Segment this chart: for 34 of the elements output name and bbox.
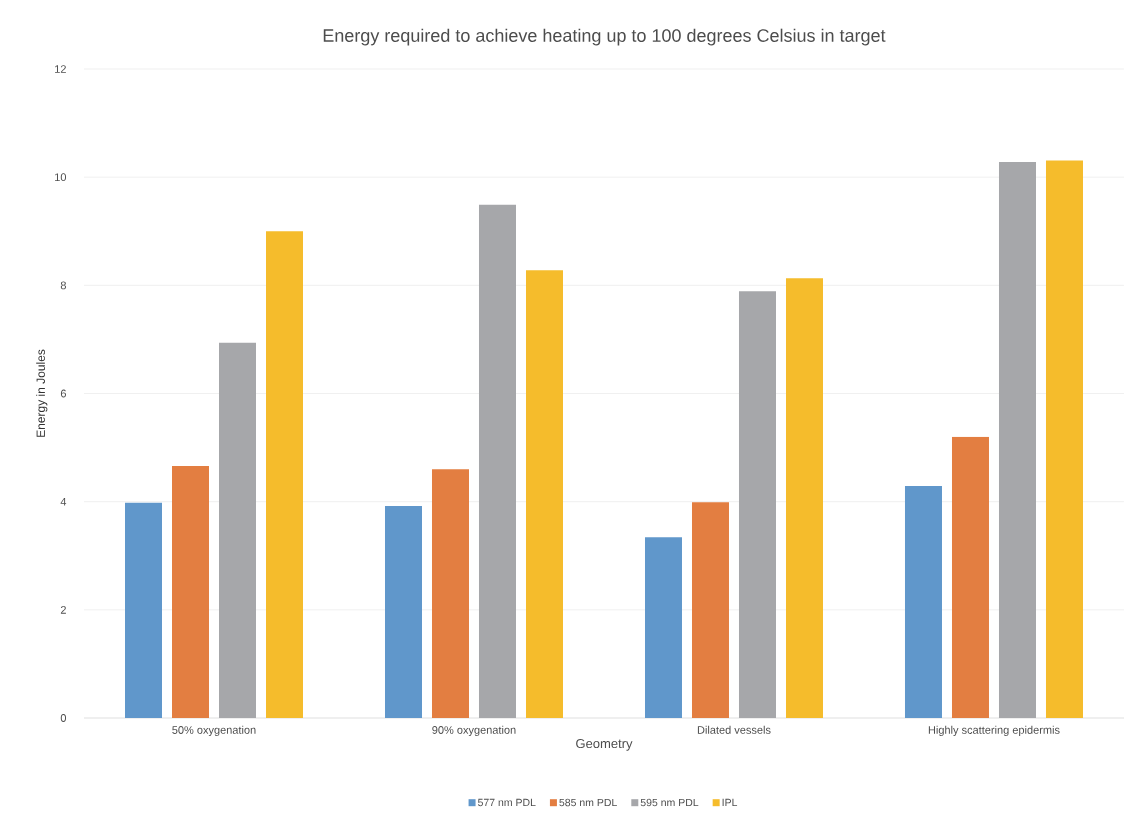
bar (266, 231, 303, 718)
y-axis-title: Energy in Joules (36, 349, 48, 437)
legend-label: 577 nm PDL (477, 798, 536, 807)
y-tick-label: 10 (55, 173, 67, 182)
bar (998, 162, 1036, 718)
bar (219, 342, 256, 718)
bar (904, 485, 942, 718)
y-tick-label: 4 (60, 497, 67, 506)
bar (951, 436, 989, 718)
bar (1045, 160, 1083, 718)
bar (644, 537, 682, 718)
bar (385, 505, 422, 718)
x-tick-label: Dilated vessels (697, 725, 771, 734)
x-axis-title: Geometry (576, 738, 633, 751)
bar (785, 278, 823, 718)
bar (479, 204, 516, 718)
bar (691, 502, 729, 718)
bar (432, 469, 469, 718)
x-tick-label: 50% oxygenation (172, 725, 256, 737)
bar (738, 291, 776, 718)
x-tick-label: 90% oxygenation (432, 725, 516, 737)
bar (172, 465, 209, 718)
y-tick-label: 2 (60, 606, 66, 614)
legend-label: 585 nm PDL (559, 798, 617, 807)
y-tick-label: 6 (60, 389, 66, 398)
chart-title: Energy required to achieve heating up to 100 degrees Celsius in target (323, 28, 886, 46)
bar (125, 502, 162, 718)
bar (526, 270, 563, 718)
x-tick-label: Highly scattering epidermis (928, 725, 1060, 737)
y-tick-label: 12 (55, 65, 66, 73)
legend-label: 595 nm PDL (640, 798, 699, 807)
y-tick-label: 0 (60, 714, 67, 722)
y-tick-label: 8 (60, 281, 66, 290)
legend-label: IPL (722, 798, 738, 807)
